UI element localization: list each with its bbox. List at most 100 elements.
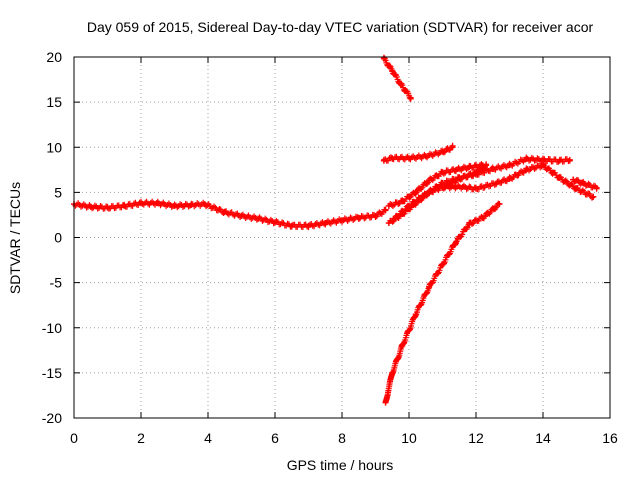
x-tick-label: 14 (535, 430, 551, 446)
grid (74, 57, 610, 418)
data-point (580, 180, 587, 187)
data-point (201, 201, 208, 208)
data-point (389, 155, 396, 162)
data-point (238, 212, 245, 219)
data-point (87, 203, 94, 210)
data-point (385, 202, 392, 209)
y-tick-label: 10 (46, 139, 62, 155)
data-point (389, 67, 396, 74)
data-point (422, 153, 429, 160)
data-point (556, 174, 563, 181)
data-point (392, 214, 399, 221)
y-tick-label: -20 (42, 410, 62, 426)
data-point (397, 81, 404, 88)
data-point (452, 166, 459, 173)
data-point (255, 215, 262, 222)
data-point (426, 177, 433, 184)
data-point (523, 155, 530, 162)
data-point (483, 162, 490, 169)
data-point (188, 202, 195, 209)
data-point (506, 175, 513, 182)
data-point (573, 185, 580, 192)
data-point (566, 156, 573, 163)
data-point (380, 157, 387, 164)
data-point (339, 217, 345, 224)
data-point (272, 219, 278, 226)
x-tick-label: 6 (271, 430, 279, 446)
plot-area (71, 54, 600, 406)
chart-title: Day 059 of 2015, Sidereal Day-to-day VTE… (87, 19, 594, 35)
y-axis-label: SDTVAR / TECUs (7, 182, 23, 294)
data-point (540, 162, 546, 169)
y-tick-label: -10 (42, 320, 62, 336)
y-tick-label: -5 (50, 275, 63, 291)
data-point (426, 284, 433, 291)
x-tick-label: 4 (204, 430, 212, 446)
data-point (452, 239, 459, 246)
x-tick-label: 12 (468, 430, 484, 446)
data-point (104, 204, 111, 211)
data-point (439, 261, 446, 268)
data-point (121, 202, 128, 209)
data-point (496, 201, 503, 208)
y-tick-label: 0 (54, 230, 62, 246)
series-track-9 (570, 176, 600, 192)
y-tick-label: 20 (46, 49, 62, 65)
data-point (399, 198, 406, 205)
data-point (459, 183, 466, 190)
data-point (382, 399, 389, 406)
data-point (407, 94, 414, 101)
data-point (406, 202, 412, 209)
data-point (456, 175, 463, 182)
data-point (570, 176, 577, 183)
data-point (322, 220, 329, 227)
data-point (385, 220, 392, 227)
data-point (412, 189, 419, 196)
data-point (593, 184, 600, 191)
data-point (493, 180, 500, 187)
data-point (154, 200, 161, 207)
data-point (138, 200, 144, 207)
data-point (473, 169, 479, 176)
axis-ticks: 0 2 4 6 8 10 12 14 16 -20 -15 -10 -5 0 5 10 15 20 (42, 49, 618, 446)
y-tick-label: 5 (54, 184, 62, 200)
series-track-8 (439, 161, 490, 192)
data-point (439, 148, 446, 155)
data-point (506, 162, 513, 169)
data-point (523, 166, 530, 173)
data-point (288, 222, 295, 229)
data-point (489, 165, 496, 172)
series-track-4 (382, 200, 503, 406)
series-track-2 (380, 54, 414, 102)
data-point (399, 342, 406, 349)
data-point (473, 185, 479, 192)
series-track-3 (380, 142, 456, 164)
data-point (372, 212, 379, 219)
data-point (466, 164, 473, 171)
data-point (422, 191, 429, 198)
x-axis-label: GPS time / hours (287, 457, 394, 473)
data-point (355, 214, 362, 221)
y-tick-label: -15 (42, 365, 62, 381)
data-point (590, 193, 597, 200)
x-tick-label: 8 (338, 430, 346, 446)
data-point (406, 155, 412, 162)
data-point (382, 207, 389, 214)
x-tick-label: 16 (602, 430, 618, 446)
data-point (171, 202, 178, 209)
data-point (479, 214, 486, 221)
data-point (439, 184, 446, 191)
x-tick-label: 2 (137, 430, 145, 446)
x-tick-label: 0 (70, 430, 78, 446)
x-tick-label: 10 (401, 430, 417, 446)
data-point (466, 220, 473, 227)
data-point (439, 169, 446, 176)
y-tick-label: 15 (46, 94, 62, 110)
data-point (540, 156, 546, 163)
data-point (556, 157, 563, 164)
data-point (389, 369, 396, 376)
data-point (412, 311, 419, 318)
data-point (449, 144, 456, 151)
